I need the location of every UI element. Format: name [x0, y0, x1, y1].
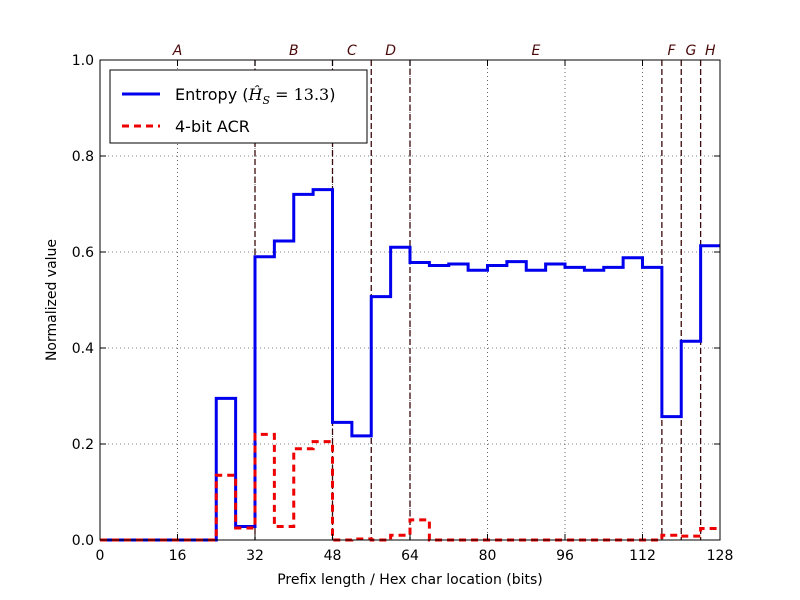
- legend-box: [109, 69, 368, 144]
- x-tick-label: 16: [169, 548, 187, 564]
- legend-label-entropy-prefix: Entropy (: [175, 85, 249, 104]
- y-axis-title: Normalized value: [44, 239, 60, 361]
- region-label-c: C: [347, 43, 357, 59]
- y-tick-label: 0.6: [72, 245, 94, 261]
- region-label-f: F: [668, 43, 677, 59]
- legend-label-entropy-subscript: S: [262, 94, 270, 107]
- x-tick-label: 96: [556, 548, 574, 564]
- legend-label-entropy-symbol: Ĥ: [248, 84, 264, 104]
- legend-label-acr: 4-bit ACR: [175, 117, 250, 136]
- region-label-a: A: [172, 43, 183, 59]
- legend-label-entropy-value: 13.3: [294, 85, 330, 104]
- x-axis-title: Prefix length / Hex char location (bits): [277, 572, 543, 588]
- region-label-g: G: [686, 43, 697, 59]
- x-tick-label: 64: [401, 548, 419, 564]
- y-tick-label: 0.0: [72, 533, 94, 549]
- region-label-e: E: [532, 43, 541, 59]
- legend-label-entropy: Entropy (ĤS = 13.3): [175, 84, 335, 107]
- x-tick-label: 80: [479, 548, 497, 564]
- axis-ticks: 0 16 32 48 64 80 96 112 128 0.0 0.2 0.4 0.6 0.8 1.0: [72, 53, 734, 564]
- legend-label-entropy-equals: =: [270, 85, 294, 104]
- y-tick-label: 1.0: [72, 53, 94, 69]
- x-tick-label: 0: [96, 548, 105, 564]
- x-tick-label: 48: [324, 548, 342, 564]
- region-label-d: D: [385, 43, 396, 59]
- y-tick-label: 0.8: [72, 149, 94, 165]
- x-tick-label: 128: [707, 548, 734, 564]
- y-tick-label: 0.2: [72, 437, 94, 453]
- legend: Entropy (ĤS = 13.3) 4-bit ACR: [109, 69, 368, 144]
- region-label-h: H: [705, 43, 716, 59]
- x-tick-label: 112: [629, 548, 656, 564]
- y-tick-label: 0.4: [72, 341, 94, 357]
- x-tick-label: 32: [246, 548, 264, 564]
- legend-label-entropy-close: ): [329, 85, 335, 104]
- region-label-b: B: [289, 43, 299, 59]
